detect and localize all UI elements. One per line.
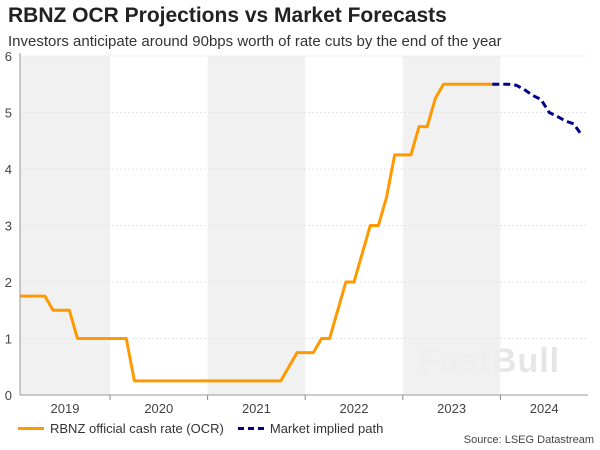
legend-swatch-ocr bbox=[18, 427, 44, 430]
legend-item-ocr: RBNZ official cash rate (OCR) bbox=[18, 421, 224, 436]
legend-swatch-market bbox=[237, 427, 264, 430]
y-tick-label: 1 bbox=[5, 332, 12, 347]
x-tick-label: 2020 bbox=[144, 401, 173, 416]
x-tick-label: 2019 bbox=[51, 401, 80, 416]
y-tick-label: 5 bbox=[5, 106, 12, 121]
x-tick-label: 2022 bbox=[340, 401, 369, 416]
y-tick-label: 6 bbox=[5, 49, 12, 64]
market-path-line bbox=[492, 82, 583, 136]
ocr-line bbox=[20, 82, 493, 383]
y-tick-label: 0 bbox=[5, 388, 12, 403]
y-tick-label: 3 bbox=[5, 219, 12, 234]
legend-item-market: Market implied path bbox=[237, 421, 384, 436]
source-note: Source: LSEG Datastream bbox=[463, 434, 594, 446]
x-tick-label: 2024 bbox=[530, 401, 559, 416]
x-tick-label: 2021 bbox=[242, 401, 271, 416]
x-tick-label: 2023 bbox=[437, 401, 466, 416]
chart-subtitle: Investors anticipate around 90bps worth … bbox=[8, 33, 502, 50]
chart-title: RBNZ OCR Projections vs Market Forecasts bbox=[8, 4, 447, 27]
y-tick-label: 4 bbox=[5, 162, 12, 177]
legend-label-market: Market implied path bbox=[269, 421, 384, 436]
y-tick-label: 2 bbox=[5, 275, 12, 290]
legend: RBNZ official cash rate (OCR) Market imp… bbox=[18, 421, 383, 436]
legend-label-ocr: RBNZ official cash rate (OCR) bbox=[50, 421, 224, 436]
